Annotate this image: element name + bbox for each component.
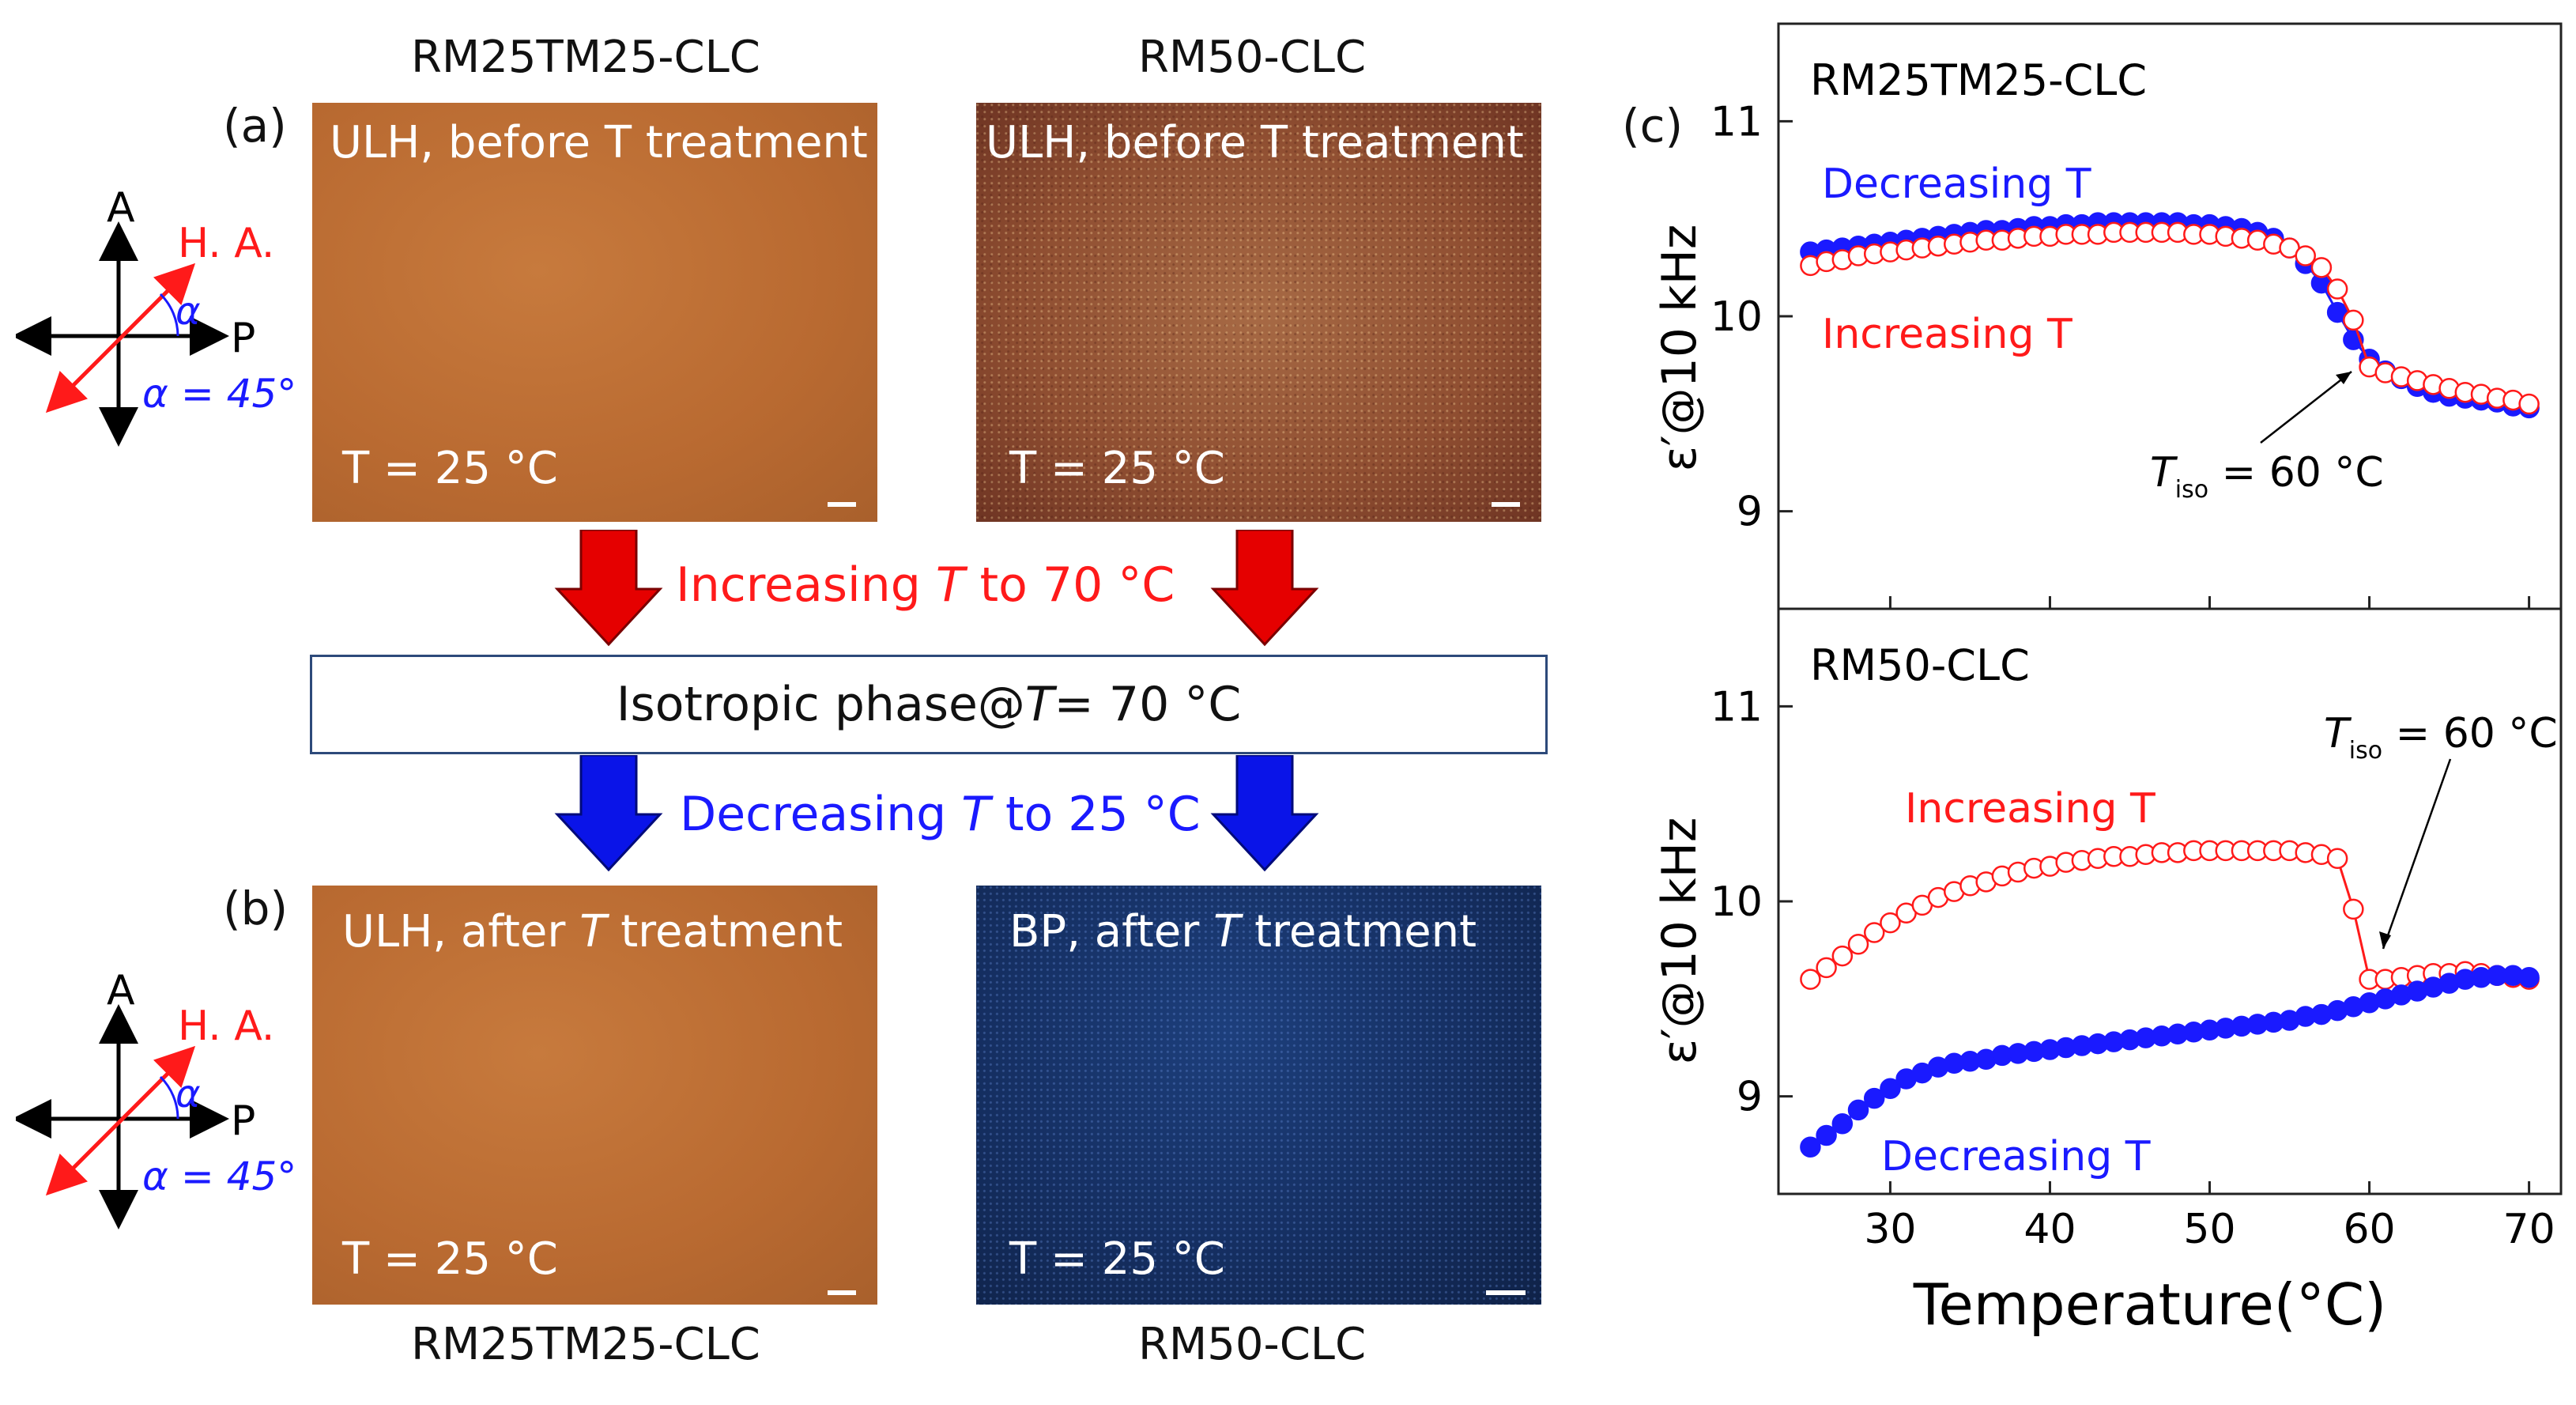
top-label-left: RM25TM25-CLC xyxy=(411,32,760,83)
alpha-symbol: α xyxy=(175,1072,201,1116)
panel-label-b: (b) xyxy=(223,882,289,935)
scale-bar xyxy=(1486,1290,1526,1295)
chart-top-frame: 9 10 11 xyxy=(1710,22,2563,610)
photo-temp: T = 25 °C xyxy=(342,1233,558,1285)
data-point-open xyxy=(1847,934,1869,955)
increase-step-text: Increasing T to 70 °C xyxy=(676,557,1175,613)
data-point-open xyxy=(2326,278,2348,300)
dielectric-chart: 9 10 11 9 10 11 30 40 50 60 70 RM25TM25-CLC RM50-… xyxy=(1652,22,2563,1338)
red-down-arrow-left xyxy=(554,530,663,647)
photo-a-right: ULH, before T treatment T = 25 °C xyxy=(976,103,1541,522)
data-point-open xyxy=(2295,245,2316,266)
annotation-arrow-bottom xyxy=(2382,758,2452,950)
annotation-tiso-top: Tiso = 60 °C xyxy=(2150,449,2384,504)
data-point-open xyxy=(2343,309,2364,331)
isotropic-phase-box: Isotropic phase@ T = 70 °C xyxy=(310,655,1548,754)
annotation-increasing-bottom: Increasing T xyxy=(1905,785,2155,833)
panel-label-c: (c) xyxy=(1622,99,1684,153)
x-tick-label: 70 xyxy=(2503,1206,2555,1253)
scale-bar xyxy=(1492,502,1520,507)
x-tick-label: 30 xyxy=(1864,1206,1916,1253)
chart-bottom-ylabel: ε′@10 kHz xyxy=(1652,818,1707,1065)
photo-caption: ULH, before T treatment xyxy=(986,117,1524,168)
data-point-open xyxy=(1831,945,1854,967)
photo-temp: T = 25 °C xyxy=(1009,1233,1225,1285)
y-tick-label: 9 xyxy=(1737,1074,1763,1121)
data-point-filled xyxy=(1816,1124,1837,1146)
data-point-filled xyxy=(1863,1087,1885,1109)
angle-arc xyxy=(159,1075,179,1120)
photo-caption: BP, after T treatment xyxy=(1009,906,1477,957)
data-point-open xyxy=(2343,898,2364,920)
polarizer-diagram-b: A P H. A. α α = 45° xyxy=(16,969,296,1229)
annotation-increasing-top: Increasing T xyxy=(1822,311,2072,358)
annotation-arrowhead-top xyxy=(2336,372,2352,384)
x-tick-label: 60 xyxy=(2343,1206,2395,1253)
photo-caption: ULH, before T treatment xyxy=(330,117,868,168)
analyzer-label: A xyxy=(107,969,135,1014)
x-tick-label: 40 xyxy=(2023,1206,2076,1253)
chart-bottom-frame: 9 10 11 30 40 50 60 70 xyxy=(1710,607,2563,1253)
red-down-arrow-right xyxy=(1210,530,1319,647)
chart-bottom-title: RM50-CLC xyxy=(1810,640,2030,690)
data-point-open xyxy=(1800,969,1821,990)
photo-caption: ULH, after T treatment xyxy=(342,906,843,957)
data-point-filled xyxy=(1831,1112,1854,1135)
photo-b-right: BP, after T treatment T = 25 °C xyxy=(976,886,1541,1305)
annotation-decreasing-top: Decreasing T xyxy=(1822,161,2091,208)
data-point-open xyxy=(2326,848,2348,869)
y-tick-label: 11 xyxy=(1710,98,1763,145)
y-tick-label: 11 xyxy=(1710,683,1763,731)
scale-bar xyxy=(828,1290,856,1295)
data-point-filled xyxy=(1800,1136,1821,1158)
series-line xyxy=(1809,974,2529,1149)
data-point-open xyxy=(1816,957,1837,979)
photo-temp: T = 25 °C xyxy=(342,443,558,494)
y-tick-label: 10 xyxy=(1710,878,1763,926)
helix-axis-label: H. A. xyxy=(178,1003,274,1050)
annotation-decreasing-bottom: Decreasing T xyxy=(1881,1133,2151,1180)
data-point-open xyxy=(2518,393,2540,415)
data-point-open xyxy=(1880,912,1901,934)
photo-temp: T = 25 °C xyxy=(1009,443,1225,494)
top-label-right: RM50-CLC xyxy=(1138,32,1367,83)
angle-arc xyxy=(159,293,179,337)
annotation-arrowhead-bottom xyxy=(2379,931,2391,949)
blue-down-arrow-left xyxy=(554,755,663,872)
series-line xyxy=(1809,849,2529,981)
y-tick-label: 10 xyxy=(1710,293,1763,341)
chart-top-ylabel: ε′@10 kHz xyxy=(1652,225,1707,472)
photo-a-left: ULH, before T treatment T = 25 °C xyxy=(312,103,877,522)
alpha-value: α = 45° xyxy=(142,371,296,417)
chart-xlabel: Temperature(°C) xyxy=(1913,1271,2387,1338)
plot-frame xyxy=(1777,607,2563,1195)
polarizer-label: P xyxy=(231,315,255,362)
annotation-tiso-bottom: Tiso = 60 °C xyxy=(2324,710,2558,765)
helix-axis xyxy=(45,262,196,414)
data-point-filled xyxy=(1880,1078,1901,1100)
y-tick-label: 9 xyxy=(1737,489,1763,536)
bottom-label-left: RM25TM25-CLC xyxy=(411,1319,760,1370)
decrease-step-text: Decreasing T to 25 °C xyxy=(680,787,1201,842)
chart-top-title: RM25TM25-CLC xyxy=(1810,55,2147,105)
panel-label-a: (a) xyxy=(223,99,287,153)
scale-bar xyxy=(828,502,856,507)
helix-axis-label: H. A. xyxy=(178,220,274,267)
analyzer-label: A xyxy=(107,186,135,232)
x-tick-label: 50 xyxy=(2183,1206,2235,1253)
data-point-open xyxy=(1863,922,1885,943)
annotation-arrow-top xyxy=(2260,371,2352,444)
alpha-symbol: α xyxy=(175,289,201,334)
bottom-label-right: RM50-CLC xyxy=(1138,1319,1367,1370)
data-point-filled xyxy=(2518,966,2540,988)
polarizer-label: P xyxy=(231,1097,255,1145)
polarizer-diagram-a: A P H. A. α α = 45° xyxy=(16,186,296,447)
data-point-open xyxy=(2310,257,2333,278)
blue-down-arrow-right xyxy=(1210,755,1319,872)
photo-b-left: ULH, after T treatment T = 25 °C xyxy=(312,886,877,1305)
data-point-filled xyxy=(1847,1099,1869,1121)
helix-axis xyxy=(45,1045,196,1196)
alpha-value: α = 45° xyxy=(142,1154,296,1199)
